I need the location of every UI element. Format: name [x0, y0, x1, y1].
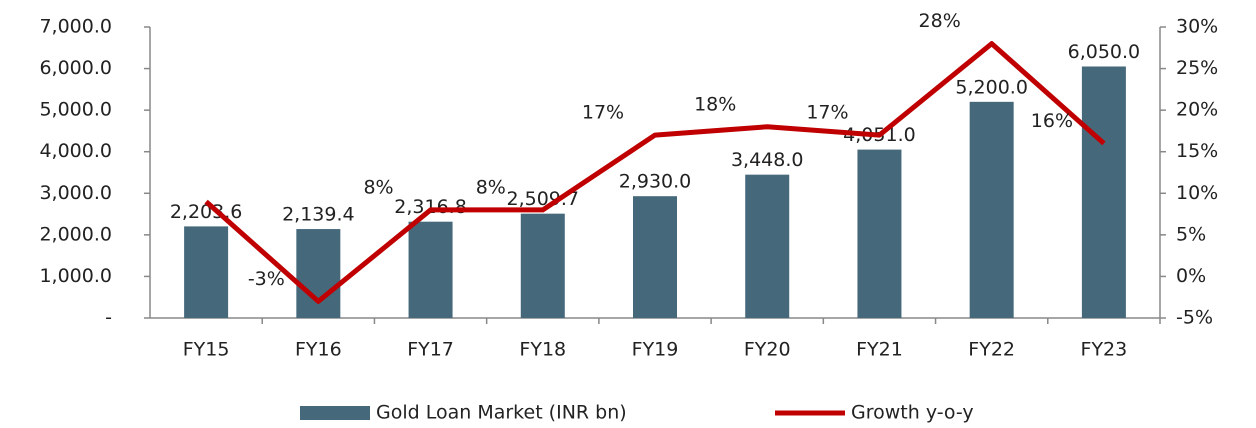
line-value-label: 17% [582, 102, 624, 124]
x-tick-label: FY18 [519, 339, 566, 361]
y-tick-label: 3,000.0 [39, 182, 112, 204]
bar-value-label: 6,050.0 [1068, 41, 1141, 63]
bar-value-label: 2,139.4 [282, 204, 355, 226]
x-tick-label: FY19 [632, 339, 679, 361]
y-tick-label: 2,000.0 [39, 223, 112, 245]
bar [520, 213, 565, 318]
bar [633, 196, 677, 318]
y2-tick-label: 5% [1176, 223, 1206, 245]
y2-tick-label: 10% [1176, 182, 1218, 204]
y2-tick-label: 0% [1176, 265, 1206, 287]
bar [857, 149, 902, 318]
bar-value-label: 3,448.0 [731, 149, 804, 171]
line-value-label: 16% [1031, 110, 1073, 132]
x-tick-label: FY21 [856, 339, 903, 361]
line-value-label: -3% [248, 268, 285, 290]
line-value-label: 8% [476, 176, 506, 198]
bar [1081, 66, 1126, 318]
line-value-label: 28% [919, 10, 961, 32]
legend-swatch [300, 406, 370, 420]
y-tick-label: 4,000.0 [39, 140, 112, 162]
bar [745, 174, 790, 318]
y2-tick-label: 15% [1176, 140, 1218, 162]
x-tick-label: FY16 [295, 339, 342, 361]
x-tick-label: FY15 [183, 339, 230, 361]
x-tick-label: FY22 [968, 339, 1015, 361]
y-tick-label: 7,000.0 [39, 16, 112, 38]
growth-line [204, 41, 1106, 304]
y2-tick-label: 20% [1176, 99, 1218, 121]
line-value-label: 17% [806, 102, 848, 124]
bar [408, 221, 453, 318]
bar-value-label: 2,930.0 [619, 171, 692, 193]
bar [296, 229, 341, 318]
bar-value-label: 5,200.0 [955, 76, 1028, 98]
bar [184, 226, 229, 318]
legend-label: Growth y-o-y [851, 402, 974, 424]
bar [969, 101, 1014, 318]
line-value-label: 8% [363, 176, 393, 198]
x-tick-label: FY20 [744, 339, 791, 361]
legend-label: Gold Loan Market (INR bn) [376, 402, 627, 424]
y2-tick-label: -5% [1176, 307, 1213, 329]
y-tick-label: 1,000.0 [39, 265, 112, 287]
y2-tick-label: 25% [1176, 57, 1218, 79]
bar-value-label: 2,316.8 [394, 196, 467, 218]
line-value-label: 18% [694, 93, 736, 115]
bar-value-label: 2,509.7 [507, 188, 580, 210]
x-tick-label: FY17 [407, 339, 454, 361]
y-tick-label: 6,000.0 [39, 57, 112, 79]
y-tick-label: 5,000.0 [39, 99, 112, 121]
y2-tick-label: 30% [1176, 16, 1218, 38]
y-tick-label: - [105, 307, 112, 329]
x-tick-label: FY23 [1081, 339, 1128, 361]
